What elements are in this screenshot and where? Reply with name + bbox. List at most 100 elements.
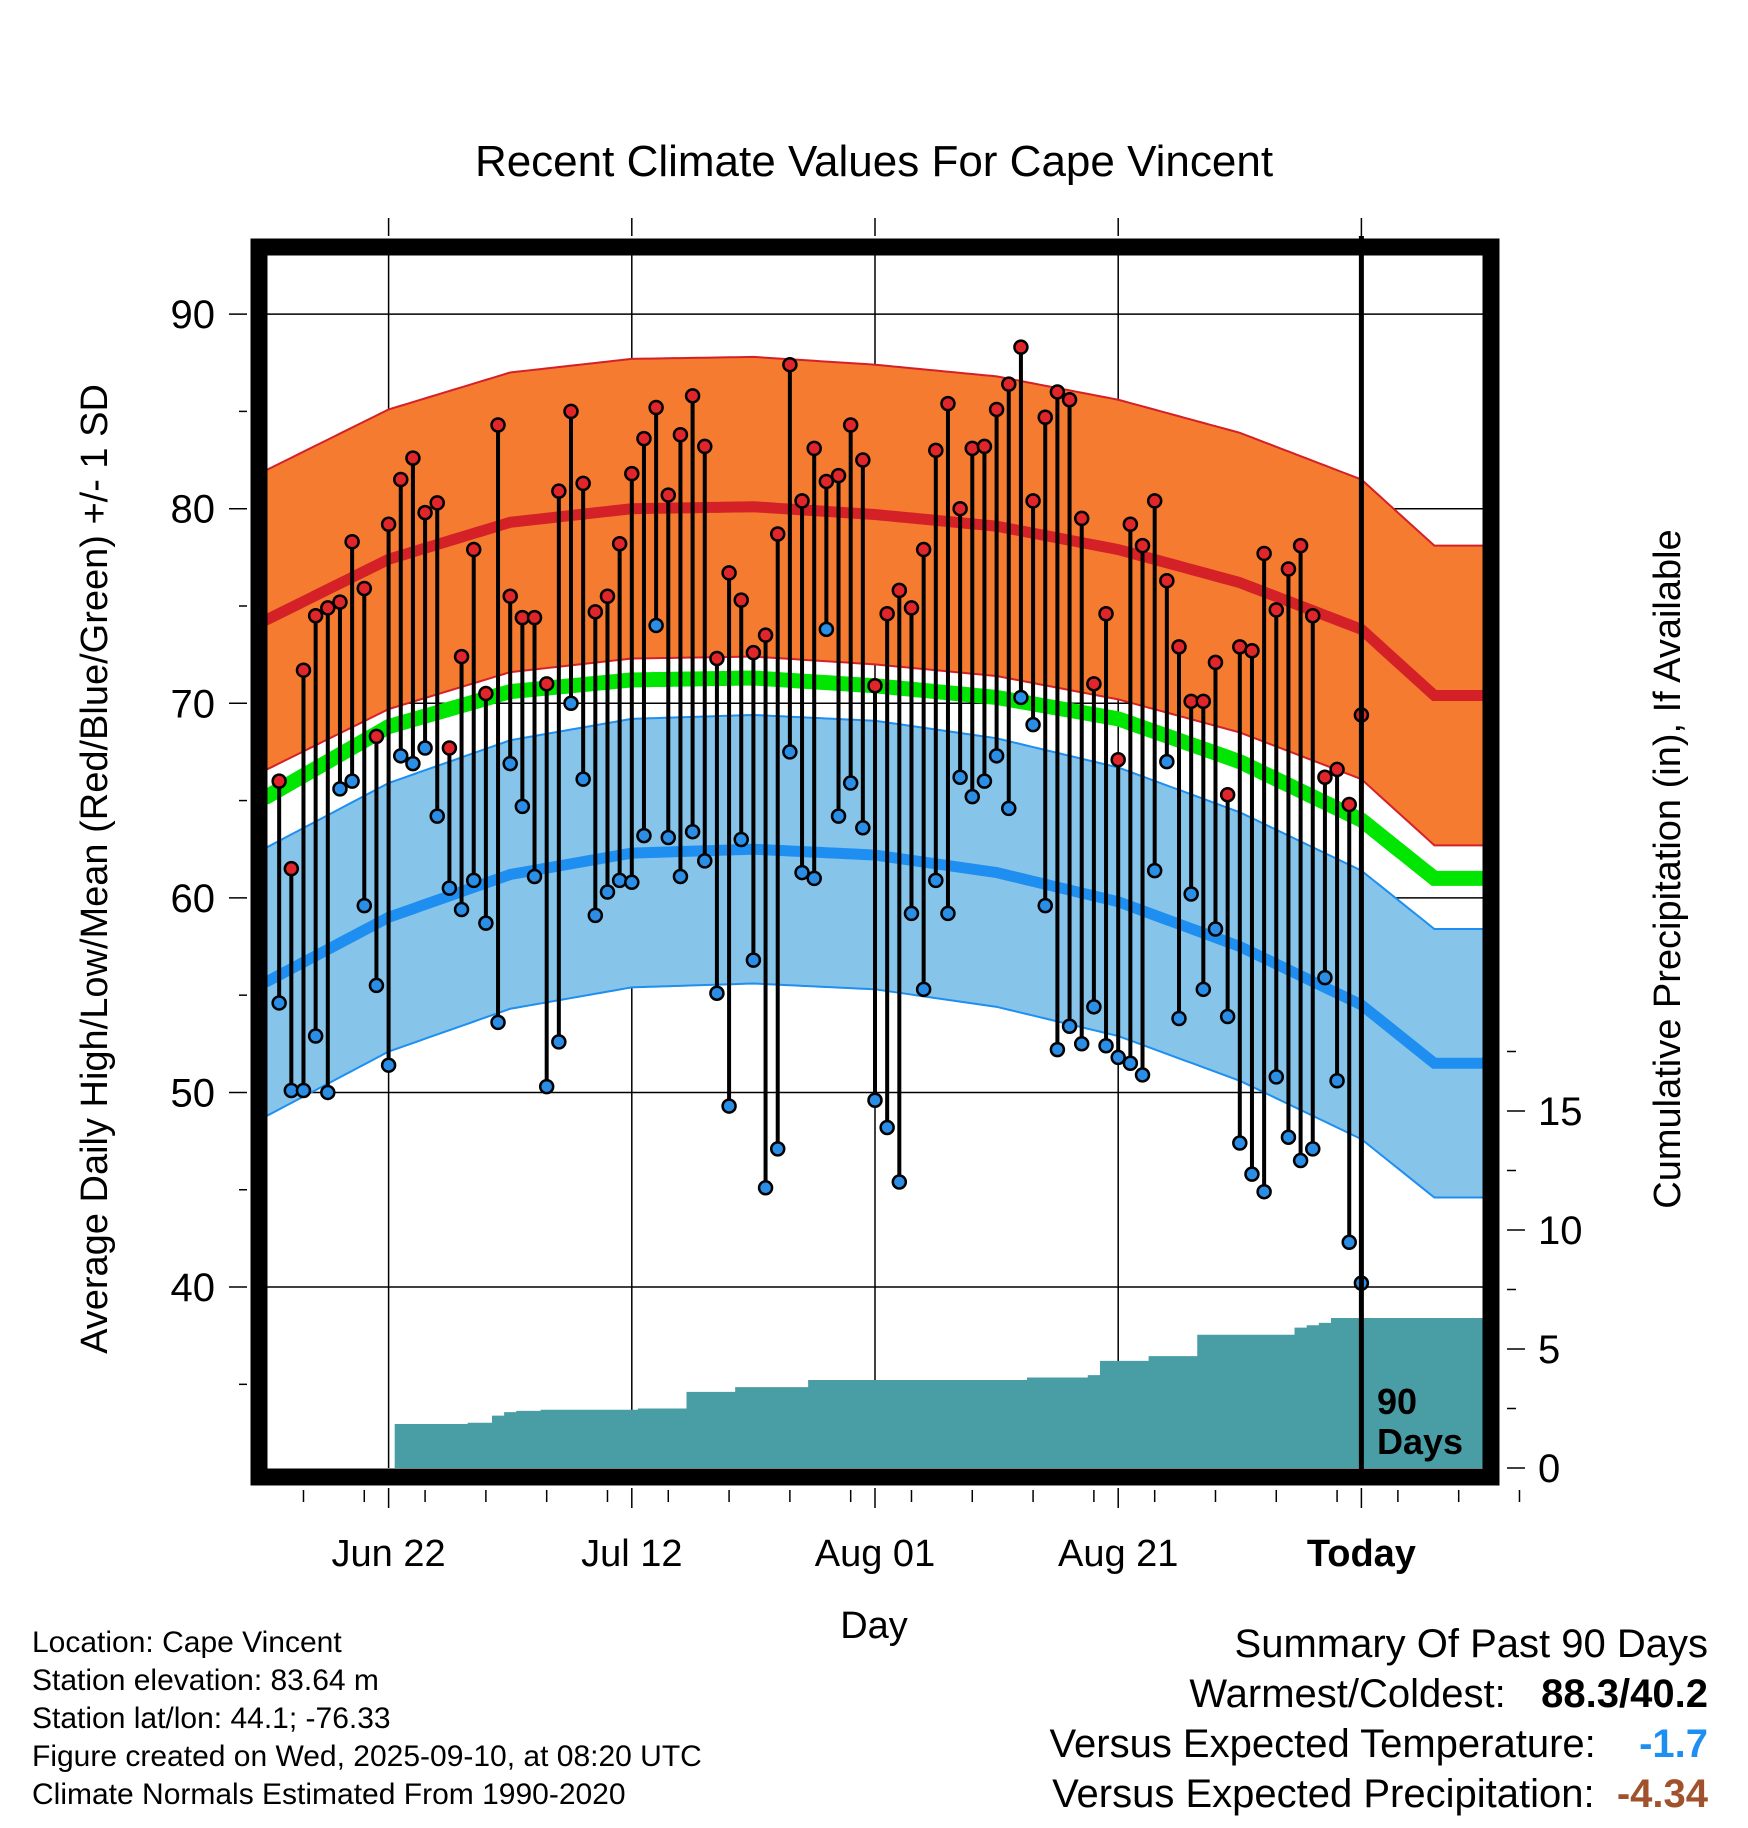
info-latlon: Station lat/lon: 44.1; -76.33 xyxy=(32,1702,391,1735)
daily-low-point xyxy=(1256,1183,1272,1200)
daily-high-point xyxy=(806,440,822,457)
daily-low-point xyxy=(575,771,591,787)
daily-high-point xyxy=(1122,516,1139,533)
daily-high-point xyxy=(1146,493,1163,509)
daily-high-point xyxy=(1013,339,1029,355)
summary-temp-label: Versus Expected Temperature: xyxy=(1049,1722,1596,1766)
daily-low-point xyxy=(1305,1141,1321,1157)
daily-low-point xyxy=(1183,886,1199,902)
daily-high-point xyxy=(478,685,494,702)
daily-low-point xyxy=(1268,1069,1285,1085)
daily-low-point xyxy=(1292,1152,1309,1169)
daily-low-point xyxy=(964,788,981,805)
daily-low-point xyxy=(794,864,810,881)
today-days-label-top: 90 xyxy=(1377,1381,1417,1422)
summary-temp-value: -1.7 xyxy=(1639,1722,1708,1766)
summary-warm-cold-label: Warmest/Coldest: xyxy=(1189,1672,1506,1716)
daily-high-point xyxy=(1098,606,1114,622)
daily-low-point xyxy=(1146,862,1163,879)
x-tick-label: Aug 21 xyxy=(1058,1533,1178,1575)
daily-low-point xyxy=(684,823,701,840)
daily-low-point xyxy=(818,621,835,638)
daily-low-point xyxy=(478,915,494,931)
daily-low-point xyxy=(976,773,993,789)
daily-high-point xyxy=(964,440,981,457)
daily-low-point xyxy=(842,775,859,791)
daily-high-point xyxy=(721,565,737,581)
summary-precip-value: -4.34 xyxy=(1616,1772,1708,1816)
daily-high-point xyxy=(660,487,677,503)
daily-low-point xyxy=(1013,689,1029,706)
daily-high-point xyxy=(879,606,895,622)
today-days-label-bottom: Days xyxy=(1377,1421,1463,1462)
precip-tick-label: 15 xyxy=(1538,1090,1583,1134)
daily-low-point xyxy=(465,872,482,889)
daily-high-point xyxy=(563,403,579,420)
daily-high-point xyxy=(295,662,312,678)
summary-precip-label: Versus Expected Precipitation: xyxy=(1052,1772,1595,1816)
daily-high-point xyxy=(1049,384,1066,400)
daily-low-point xyxy=(1219,1008,1236,1025)
daily-high-point xyxy=(891,582,908,599)
daily-high-point xyxy=(393,471,409,488)
daily-high-point xyxy=(417,504,433,521)
summary-warm-cold-value: 88.3/40.2 xyxy=(1541,1672,1708,1716)
daily-low-point xyxy=(1159,753,1175,770)
precip-tick-label: 0 xyxy=(1538,1447,1560,1491)
daily-low-point xyxy=(709,985,725,1001)
daily-high-point xyxy=(271,773,287,789)
daily-low-point xyxy=(940,905,956,922)
x-axis: Jun 22 Jul 12 Aug 01 Aug 21 Today xyxy=(302,218,1521,1575)
daily-low-point xyxy=(636,827,652,844)
daily-low-point xyxy=(514,798,531,815)
daily-high-point xyxy=(526,609,543,626)
daily-low-point xyxy=(1232,1135,1248,1151)
daily-low-point xyxy=(928,872,944,889)
daily-high-point xyxy=(940,395,956,412)
summary-panel: Summary Of Past 90 Days Warmest/Coldest:… xyxy=(1050,1622,1708,1822)
daily-high-point xyxy=(1305,607,1321,624)
daily-low-point xyxy=(1341,1234,1357,1251)
daily-low-point xyxy=(441,880,458,896)
summary-temp: Versus Expected Temperature: -1.7 xyxy=(1050,1722,1708,1772)
daily-high-point xyxy=(1001,376,1017,392)
precip-tick-label: 10 xyxy=(1538,1209,1583,1253)
daily-high-point xyxy=(855,452,871,468)
daily-low-point xyxy=(867,1092,883,1108)
daily-high-point xyxy=(818,473,835,490)
y-axis-left: 40 50 60 70 80 90 xyxy=(171,293,247,1386)
daily-high-point xyxy=(648,399,664,416)
daily-low-point xyxy=(1061,1018,1078,1035)
precip-area xyxy=(267,1318,1484,1468)
daily-low-point xyxy=(1207,921,1224,937)
daily-low-point xyxy=(1317,969,1333,986)
daily-high-point xyxy=(380,516,397,533)
daily-low-point xyxy=(1098,1037,1114,1054)
daily-high-point xyxy=(745,644,762,661)
daily-high-point xyxy=(684,388,701,404)
daily-low-point xyxy=(952,769,968,785)
daily-low-point xyxy=(891,1174,908,1190)
daily-low-point xyxy=(587,907,604,924)
daily-low-point xyxy=(733,831,749,848)
info-created: Figure created on Wed, 2025-09-10, at 08… xyxy=(32,1740,702,1773)
daily-high-point xyxy=(672,426,689,443)
daily-low-point xyxy=(1025,716,1041,733)
station-info: Location: Cape Vincent Station elevation… xyxy=(32,1624,702,1814)
x-tick-label: Jun 22 xyxy=(332,1533,446,1575)
daily-high-point xyxy=(551,483,567,499)
y-axis-label: Average Daily High/Low/Mean (Red/Blue/Gr… xyxy=(74,384,116,1354)
y-tick-label: 70 xyxy=(171,682,216,726)
daily-high-point xyxy=(538,676,555,692)
daily-high-point xyxy=(356,580,373,597)
daily-low-point xyxy=(660,829,677,846)
daily-low-point xyxy=(1134,1067,1151,1083)
daily-high-point xyxy=(1086,676,1102,692)
daily-temperature-series xyxy=(271,339,1370,1291)
chart-title: Recent Climate Values For Cape Vincent xyxy=(475,137,1273,186)
daily-low-point xyxy=(453,901,470,918)
daily-high-point xyxy=(830,467,847,484)
daily-high-point xyxy=(794,493,810,509)
daily-high-point xyxy=(769,526,786,542)
